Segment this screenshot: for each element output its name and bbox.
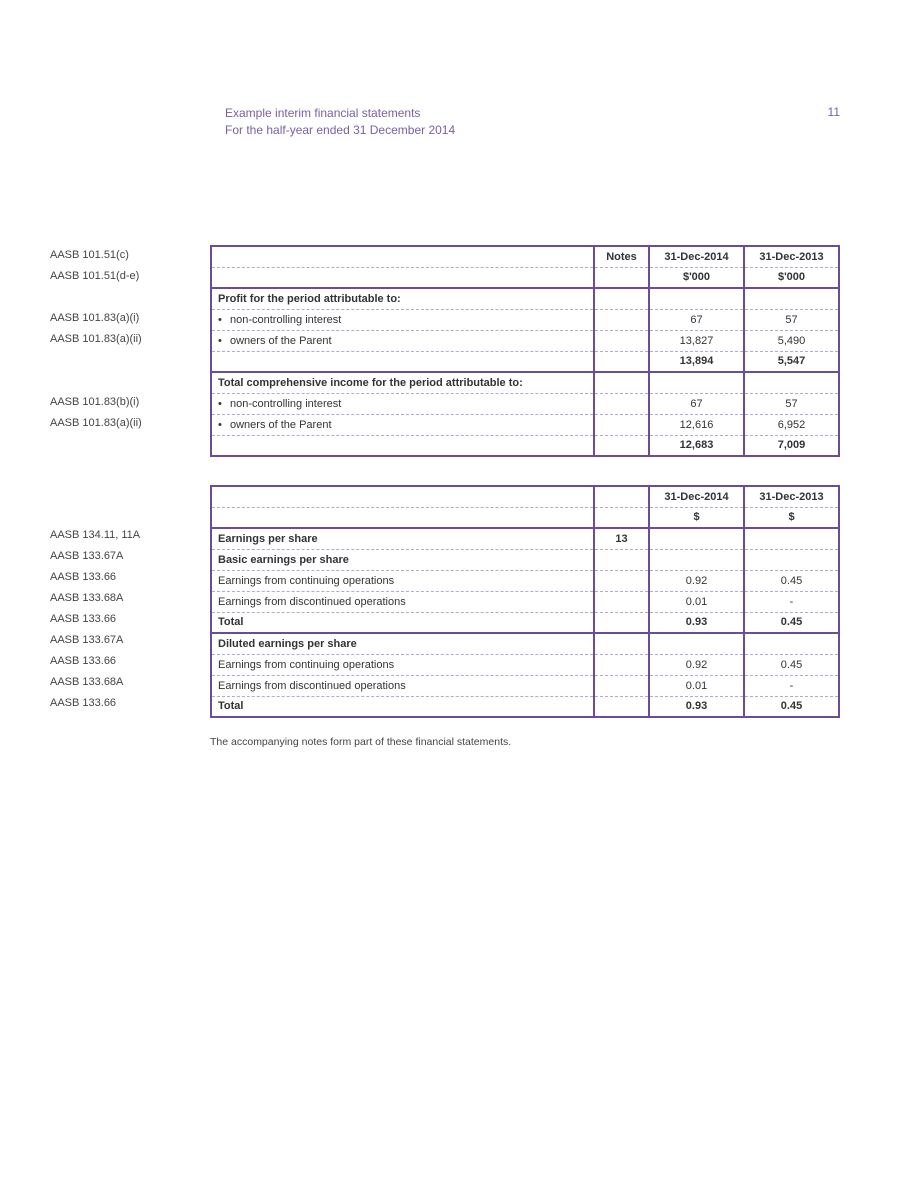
cell-value: 0.45 [744,654,839,675]
row-diluted-head: Diluted earnings per share [211,633,594,654]
ref-item: AASB 101.83(a)(i) [50,308,210,329]
column-unit2: $'000 [744,267,839,288]
cell-value: 12,616 [649,414,744,435]
ref-item: AASB 134.11, 11A [50,525,210,546]
column-header-date1: 31-Dec-2014 [649,246,744,267]
ref-item: AASB 133.66 [50,651,210,672]
cell-value: - [744,591,839,612]
cell-value: 6,952 [744,414,839,435]
section-heading-row: Earnings per share 13 [211,528,839,549]
ref-item: AASB 133.67A [50,630,210,651]
row-label: non-controlling interest [211,393,594,414]
ref-item: AASB 101.51(d-e) [50,266,210,287]
cell-value: 0.01 [649,591,744,612]
cell-value: 12,683 [649,435,744,456]
row-label: owners of the Parent [211,330,594,351]
subtotal-row: Total 0.93 0.45 [211,612,839,633]
cell-value: 13,827 [649,330,744,351]
ref-item: AASB 101.83(a)(ii) [50,413,210,434]
column-unit1: $'000 [649,267,744,288]
table-header-unit-row: $ $ [211,507,839,528]
cell-value: 57 [744,309,839,330]
cell-value: 0.92 [649,570,744,591]
column-header-date2: 31-Dec-2013 [744,486,839,507]
table-header-unit-row: $'000 $'000 [211,267,839,288]
cell-value: 5,490 [744,330,839,351]
cell-value: - [744,675,839,696]
cell-value: 67 [649,309,744,330]
section-heading-row: Diluted earnings per share [211,633,839,654]
cell-value: 0.45 [744,696,839,717]
row-label: Total [211,612,594,633]
column-unit1: $ [649,507,744,528]
cell-value: 57 [744,393,839,414]
table-row: Earnings from discontinued operations 0.… [211,675,839,696]
column-unit2: $ [744,507,839,528]
cell-value: 0.01 [649,675,744,696]
section-head-profit: Profit for the period attributable to: [211,288,594,309]
table-header-row: Notes 31-Dec-2014 31-Dec-2013 [211,246,839,267]
row-eps: Earnings per share [211,528,594,549]
cell-value: 0.45 [744,570,839,591]
reference-column: AASB 101.51(c) AASB 101.51(d-e) AASB 101… [50,245,210,748]
ref-item: AASB 133.68A [50,588,210,609]
column-header-date1: 31-Dec-2014 [649,486,744,507]
section-heading-row: Total comprehensive income for the perio… [211,372,839,393]
eps-table: 31-Dec-2014 31-Dec-2013 $ $ Earnings per… [210,485,840,718]
column-header-notes: Notes [594,246,649,267]
row-label: Earnings from discontinued operations [211,675,594,696]
row-label: Total [211,696,594,717]
ref-item: AASB 133.66 [50,567,210,588]
cell-value: 5,547 [744,351,839,372]
ref-item: AASB 101.83(b)(i) [50,392,210,413]
subtotal-row: 13,894 5,547 [211,351,839,372]
table-row: non-controlling interest 67 57 [211,309,839,330]
subtotal-row: Total 0.93 0.45 [211,696,839,717]
row-basic-head: Basic earnings per share [211,549,594,570]
table-header-row: 31-Dec-2014 31-Dec-2013 [211,486,839,507]
table-row: Earnings from continuing operations 0.92… [211,654,839,675]
row-label: Earnings from continuing operations [211,570,594,591]
footnote: The accompanying notes form part of thes… [210,736,840,748]
table-row: non-controlling interest 67 57 [211,393,839,414]
section-heading-row: Profit for the period attributable to: [211,288,839,309]
table-row: Earnings from continuing operations 0.92… [211,570,839,591]
page-number: 11 [828,105,840,119]
note-ref: 13 [594,528,649,549]
profit-attribution-table: Notes 31-Dec-2014 31-Dec-2013 $'000 $'00… [210,245,840,457]
row-label: owners of the Parent [211,414,594,435]
table-row: owners of the Parent 12,616 6,952 [211,414,839,435]
row-label: non-controlling interest [211,309,594,330]
tables-column: Notes 31-Dec-2014 31-Dec-2013 $'000 $'00… [210,245,840,748]
cell-value: 7,009 [744,435,839,456]
ref-item: AASB 133.67A [50,546,210,567]
row-label: Earnings from discontinued operations [211,591,594,612]
ref-item: AASB 101.83(a)(ii) [50,329,210,350]
document-header: Example interim financial statements For… [225,105,455,139]
section-head-tci: Total comprehensive income for the perio… [211,372,594,393]
content-area: AASB 101.51(c) AASB 101.51(d-e) AASB 101… [50,245,850,748]
header-title-line1: Example interim financial statements [225,105,455,122]
cell-value: 13,894 [649,351,744,372]
table-row: Earnings from discontinued operations 0.… [211,591,839,612]
table-row: owners of the Parent 13,827 5,490 [211,330,839,351]
page: Example interim financial statements For… [0,0,900,748]
ref-item: AASB 101.51(c) [50,245,210,266]
cell-value: 0.93 [649,612,744,633]
cell-value: 0.92 [649,654,744,675]
subtotal-row: 12,683 7,009 [211,435,839,456]
section-heading-row: Basic earnings per share [211,549,839,570]
ref-item: AASB 133.66 [50,693,210,714]
cell-value: 0.93 [649,696,744,717]
row-label: Earnings from continuing operations [211,654,594,675]
column-header-date2: 31-Dec-2013 [744,246,839,267]
ref-item: AASB 133.68A [50,672,210,693]
cell-value: 0.45 [744,612,839,633]
ref-item: AASB 133.66 [50,609,210,630]
cell-value: 67 [649,393,744,414]
header-title-line2: For the half-year ended 31 December 2014 [225,122,455,139]
